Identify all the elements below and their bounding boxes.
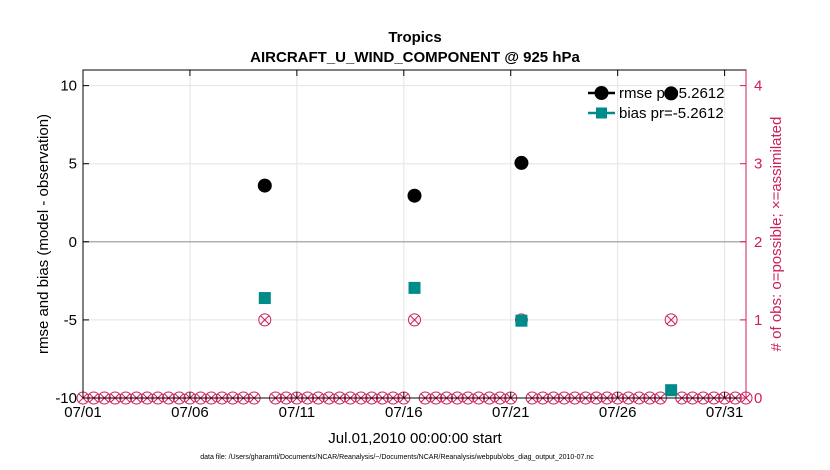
obs-possible-marker: [664, 313, 678, 327]
bias-point: [258, 292, 271, 305]
y-right-tick-label: 4: [754, 78, 762, 95]
legend-bias-marker: [596, 107, 607, 119]
legend-bias-label: bias pr=-5.2612: [619, 105, 724, 122]
y-tick-label: -5: [64, 312, 77, 329]
chart-title-line2: AIRCRAFT_U_WIND_COMPONENT @ 925 hPa: [250, 49, 580, 66]
chart-title-line1: Tropics: [388, 29, 441, 46]
x-axis-label: Jul.01,2010 00:00:00 start: [328, 430, 502, 447]
rmse-point: [257, 178, 272, 193]
x-tick-label: 07/21: [492, 404, 530, 421]
x-tick-label: 07/11: [279, 404, 315, 421]
y-right-tick-label: 3: [754, 156, 762, 173]
obs-count-point: [258, 313, 272, 327]
x-tick-label: 07/06: [171, 404, 209, 421]
y-tick-label: -10: [55, 390, 77, 407]
data-file-footnote: data file: /Users/gharamti/Documents/NCA…: [200, 454, 594, 461]
bias-point: [515, 314, 528, 327]
rmse-point: [664, 86, 679, 101]
obs-count-point: [664, 313, 678, 327]
bias-point: [408, 281, 421, 294]
legend: rmse pr=5.2612 bias pr=-5.2612: [588, 85, 724, 122]
y-axis-right-label: # of obs: o=possible; ×=assimilated: [768, 117, 785, 352]
x-tick-label: 07/01: [64, 404, 102, 421]
bias-point: [665, 384, 678, 397]
legend-rmse-marker: [594, 86, 609, 100]
x-tick-label: 07/16: [385, 404, 423, 421]
obs-possible-marker: [258, 313, 272, 327]
y-tick-label: 5: [69, 156, 77, 173]
x-tick-label: 07/31: [706, 404, 744, 421]
obs-assimilated-stroke: [260, 315, 270, 325]
y-right-tick-label: 2: [754, 234, 762, 251]
rmse-point: [514, 155, 529, 170]
y-tick-label: 0: [69, 234, 77, 251]
obs-count-point: [408, 313, 421, 327]
y-right-tick-label: 1: [754, 312, 762, 329]
obs-assimilated-stroke: [666, 315, 676, 325]
legend-rmse-label: rmse pr=5.2612: [619, 85, 724, 102]
obs-assimilated-stroke: [410, 315, 419, 325]
y-tick-label: 10: [60, 78, 77, 95]
x-tick-label: 07/26: [599, 404, 637, 421]
y-axis-label: rmse and bias (model - observation): [35, 114, 52, 354]
rmse-point: [407, 188, 422, 203]
obs-possible-marker: [408, 313, 421, 327]
y-right-tick-label: 0: [754, 390, 762, 407]
axis-ticks: 07/01 07/06 07/11 07/16 07/21 07/26 07/311050-…: [55, 70, 762, 421]
